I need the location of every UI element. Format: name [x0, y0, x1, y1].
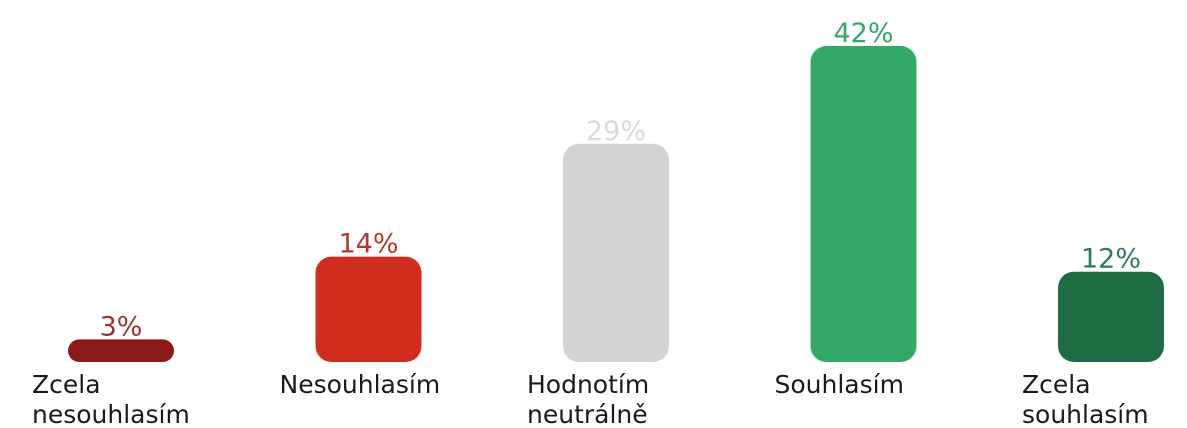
category-label-1: Nesouhlasím	[280, 370, 441, 399]
category-label-3: Souhlasím	[775, 370, 904, 399]
category-label-line: Nesouhlasím	[280, 370, 441, 399]
category-label-line: souhlasím	[1022, 400, 1149, 428]
bar-2	[563, 143, 669, 362]
category-label-line: Zcela	[1022, 370, 1091, 399]
bar-value-label-4: 12%	[1081, 244, 1141, 275]
category-label-2: Hodnotím neutrálně	[527, 370, 649, 428]
bar-0	[68, 339, 174, 362]
category-label-line: Souhlasím	[775, 370, 904, 399]
bar-3	[810, 46, 917, 362]
bar-value-label-2: 29%	[586, 116, 646, 147]
category-label-4: Zcela souhlasím	[1022, 370, 1149, 428]
bar-value-label-3: 42%	[833, 18, 893, 49]
bar-value-label-0: 3%	[100, 311, 143, 342]
bar-value-label-1: 14%	[338, 229, 398, 260]
category-label-line: nesouhlasím	[32, 400, 190, 428]
category-label-line: Zcela	[32, 370, 101, 399]
bar-1	[315, 256, 422, 362]
bar-4	[1058, 271, 1164, 362]
category-label-line: Hodnotím	[527, 370, 649, 399]
category-label-0: Zcela nesouhlasím	[32, 370, 190, 428]
category-label-line: neutrálně	[527, 400, 648, 428]
